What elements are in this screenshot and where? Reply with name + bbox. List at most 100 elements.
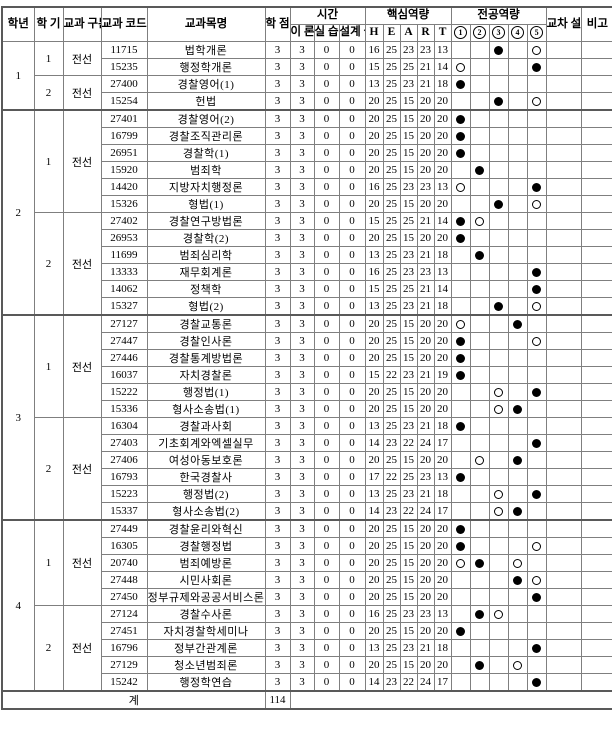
design-hours-cell: 0 (338, 537, 366, 555)
col-header-credit: 학 점 (264, 6, 291, 42)
core-competency-t-cell: 20 (433, 519, 452, 538)
core-competency-t-cell: 18 (433, 246, 452, 264)
credit-cell: 3 (264, 92, 291, 111)
core-competency-e-cell: 23 (382, 434, 401, 452)
core-competency-h-cell: 15 (364, 212, 384, 230)
credit-cell: 3 (264, 297, 291, 316)
major-competency-5-cell (526, 58, 547, 76)
major-competency-4-cell (507, 468, 528, 486)
course-row: 14062 정책학 3 3 0 0 15 25 25 21 14 (2, 280, 612, 298)
cross-listing-cell (545, 161, 582, 179)
core-competency-t-cell: 13 (433, 178, 452, 196)
core-competency-h-cell: 13 (364, 246, 384, 264)
major-competency-1-cell (450, 127, 471, 145)
design-hours-cell: 0 (338, 656, 366, 674)
code-cell: 27403 (100, 434, 148, 452)
cross-listing-cell (545, 195, 582, 213)
major-competency-5-cell (526, 314, 547, 333)
practice-hours-cell: 0 (313, 366, 340, 384)
core-competency-e-cell: 25 (382, 656, 401, 674)
note-cell (580, 605, 612, 623)
course-name-cell: 정부간관계론 (146, 639, 266, 657)
filled-dot-icon (532, 489, 542, 499)
total-label-cell: 계 (1, 690, 266, 710)
theory-hours-cell: 3 (289, 280, 315, 298)
major-competency-5-cell (526, 178, 547, 196)
design-hours-cell: 0 (338, 622, 366, 640)
course-name-cell: 경찰인사론 (146, 332, 266, 350)
code-cell: 15336 (100, 400, 148, 418)
design-hours-cell: 0 (338, 571, 366, 589)
major-competency-2-cell (469, 314, 490, 333)
major-competency-1-cell (450, 178, 471, 196)
course-row: 15242 행정학연습 3 3 0 0 14 23 22 24 17 (2, 673, 612, 692)
practice-hours-cell: 0 (313, 417, 340, 435)
major-competency-4-cell (507, 485, 528, 503)
code-cell: 11699 (100, 246, 148, 264)
code-cell: 15235 (100, 58, 148, 76)
major-competency-4-cell (507, 229, 528, 247)
core-competency-t-cell: 20 (433, 451, 452, 469)
theory-hours-cell: 3 (289, 639, 315, 657)
design-hours-cell: 0 (338, 639, 366, 657)
design-hours-cell: 0 (338, 195, 366, 213)
core-competency-e-cell: 25 (382, 605, 401, 623)
filled-dot-icon (475, 558, 485, 568)
credit-cell: 3 (264, 519, 291, 538)
design-hours-cell: 0 (338, 246, 366, 264)
theory-hours-cell: 3 (289, 41, 315, 59)
table-body: 1 1 전선 11715 법학개론 3 3 0 0 16 25 23 23 13 15235 행정학개론 3 3 0… (1, 41, 612, 710)
major-competency-3-cell (488, 178, 509, 196)
filled-dot-icon (456, 541, 466, 551)
theory-hours-cell: 3 (289, 537, 315, 555)
cross-listing-cell (545, 75, 582, 93)
core-competency-h-cell: 20 (364, 383, 384, 401)
core-competency-r-cell: 20 (416, 554, 435, 572)
major-competency-1-cell (450, 332, 471, 350)
note-cell (580, 417, 612, 435)
core-competency-e-cell: 25 (382, 297, 401, 316)
credit-cell: 3 (264, 605, 291, 623)
major-competency-4-cell (507, 537, 528, 555)
major-competency-1-cell (450, 246, 471, 264)
semester-cell: 1 (33, 109, 64, 213)
course-name-cell: 경찰학(1) (146, 144, 266, 162)
practice-hours-cell: 0 (313, 297, 340, 316)
credit-cell: 3 (264, 417, 291, 435)
course-row: 15336 형사소송법(1) 3 3 0 0 20 25 15 20 20 (2, 400, 612, 418)
core-competency-a-cell: 23 (399, 178, 418, 196)
course-name-cell: 지방자치행정론 (146, 178, 266, 196)
code-cell: 16037 (100, 366, 148, 384)
core-competency-r-cell: 20 (416, 127, 435, 145)
core-competency-r-cell: 21 (416, 280, 435, 298)
course-name-cell: 정책학 (146, 280, 266, 298)
core-competency-t-cell: 20 (433, 537, 452, 555)
major-competency-4-cell (507, 622, 528, 640)
open-dot-icon (494, 489, 504, 499)
theory-hours-cell: 3 (289, 314, 315, 333)
course-row: 2 전선 27402 경찰연구방법론 3 3 0 0 15 25 25 21 14 (2, 212, 612, 316)
code-cell: 14062 (100, 280, 148, 298)
practice-hours-cell: 0 (313, 451, 340, 469)
col-header-major-4: 4 (507, 24, 528, 42)
course-row: 27448 시민사회론 3 3 0 0 20 25 15 20 20 (2, 571, 612, 589)
core-competency-h-cell: 14 (364, 434, 384, 452)
filled-dot-icon (494, 45, 504, 55)
theory-hours-cell: 3 (289, 178, 315, 196)
major-competency-2-cell (469, 434, 490, 452)
filled-dot-icon (532, 643, 542, 653)
major-competency-2-cell (469, 109, 490, 128)
core-competency-h-cell: 20 (364, 519, 384, 538)
major-competency-1-cell (450, 485, 471, 503)
open-dot-icon (532, 45, 542, 55)
practice-hours-cell: 0 (313, 622, 340, 640)
course-name-cell: 경찰조직관리론 (146, 127, 266, 145)
cross-listing-cell (545, 519, 582, 538)
theory-hours-cell: 3 (289, 485, 315, 503)
major-competency-3-cell (488, 400, 509, 418)
note-cell (580, 161, 612, 179)
major-competency-1-cell (450, 58, 471, 76)
core-competency-r-cell: 23 (416, 263, 435, 281)
theory-hours-cell: 3 (289, 332, 315, 350)
core-competency-a-cell: 22 (399, 502, 418, 521)
